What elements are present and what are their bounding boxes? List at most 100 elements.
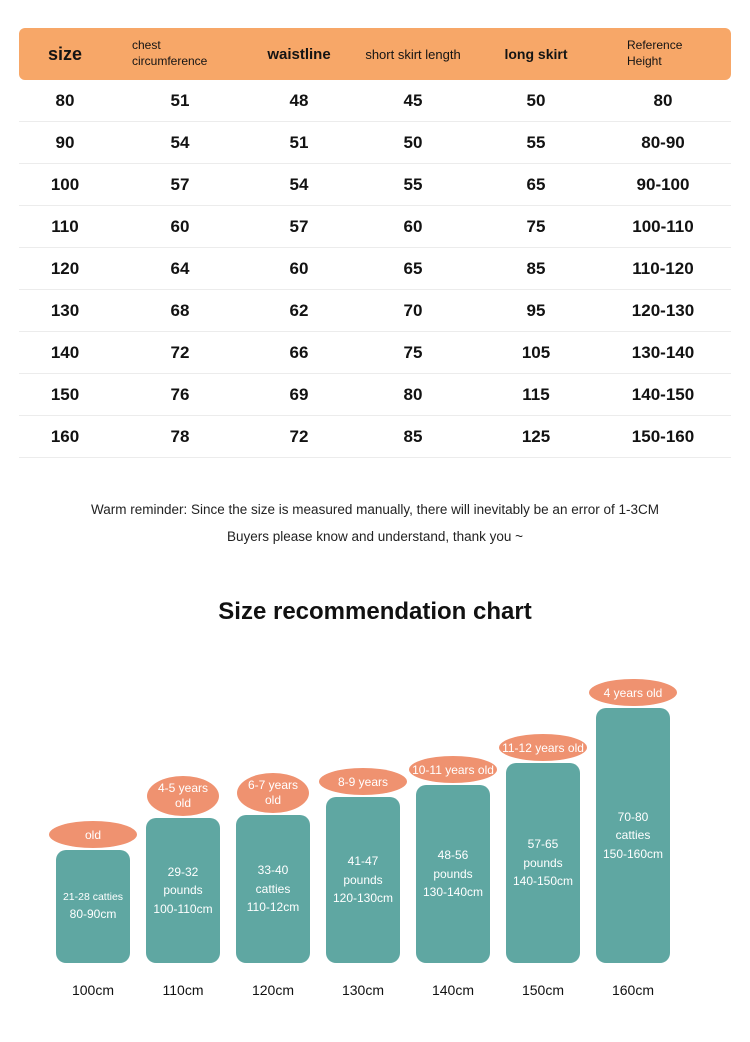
age-pill-line: old bbox=[84, 827, 101, 842]
table-cell: 90-100 bbox=[636, 174, 690, 194]
table-cell: 90 bbox=[55, 132, 75, 152]
table-row: 140 72 66 75 105 130-140 bbox=[19, 332, 731, 374]
table-header-cell: waistline bbox=[267, 45, 331, 63]
table-cell: 100 bbox=[50, 174, 80, 194]
table-cell: 72 bbox=[170, 342, 190, 362]
table-cell: 70 bbox=[403, 300, 423, 320]
table-row: 110 60 57 60 75 100-110 bbox=[19, 206, 731, 248]
bar-label-line: 120-130cm bbox=[332, 891, 394, 906]
bar-label-line: 57-65 bbox=[527, 837, 559, 852]
chart-bar: 21-28 catties 80-90cm bbox=[56, 850, 130, 963]
table-cell: 80 bbox=[653, 90, 673, 110]
size-table-body: 80 51 48 45 50 80 90 54 51 50 55 80-90 100 57 54 55 65 90… bbox=[19, 80, 731, 458]
bar-label-line: 33-40 bbox=[257, 863, 289, 878]
age-pill-line: 10-11 years old bbox=[412, 762, 494, 777]
chart-column: 29-32 pounds 100-110cm 4-5 years old bbox=[146, 658, 220, 963]
x-axis-label: 160cm bbox=[611, 982, 655, 998]
x-axis-label: 130cm bbox=[341, 982, 385, 998]
table-cell: 57 bbox=[289, 216, 309, 236]
table-cell: 64 bbox=[170, 258, 190, 278]
table-cell: 120-130 bbox=[631, 300, 695, 320]
age-pill: 6-7 years old bbox=[237, 773, 309, 813]
age-pill: 10-11 years old bbox=[409, 756, 497, 783]
table-cell: 45 bbox=[403, 90, 423, 110]
age-pill-line: old bbox=[174, 796, 191, 810]
table-header-cell: long skirt bbox=[504, 46, 568, 62]
chart-bar: 29-32 pounds 100-110cm bbox=[146, 818, 220, 963]
bar-label-line: pounds bbox=[343, 872, 383, 887]
chart-bar: 33-40 catties 110-12cm bbox=[236, 815, 310, 963]
chart-column: 41-47 pounds 120-130cm 8-9 years bbox=[319, 658, 407, 963]
table-row: 80 51 48 45 50 80 bbox=[19, 80, 731, 122]
bar-label-line: catties bbox=[615, 828, 651, 843]
table-cell: 150 bbox=[50, 384, 80, 404]
size-chart: 21-28 catties 80-90cm old 100cm 29-32 pounds 1… bbox=[48, 658, 708, 998]
warm-reminder: Warm reminder: Since the size is measure… bbox=[0, 496, 750, 550]
table-cell: 60 bbox=[170, 216, 190, 236]
table-cell: 48 bbox=[289, 90, 309, 110]
table-cell: 115 bbox=[522, 384, 550, 404]
table-cell: 95 bbox=[526, 300, 546, 320]
table-cell: 105 bbox=[521, 342, 551, 362]
age-pill-line: 8-9 years bbox=[337, 774, 389, 789]
table-cell: 78 bbox=[170, 426, 190, 446]
bar-label-line: 80-90cm bbox=[69, 907, 117, 922]
table-header-cell: Reference Height bbox=[627, 38, 683, 68]
age-pill: old bbox=[49, 821, 137, 848]
bar-label-line: 21-28 catties bbox=[62, 891, 124, 904]
table-row: 120 64 60 65 85 110-120 bbox=[19, 248, 731, 290]
table-cell: 68 bbox=[170, 300, 190, 320]
bar-label-line: 70-80 bbox=[617, 809, 649, 824]
age-pill: 11-12 years old bbox=[499, 734, 587, 761]
reminder-line-1: Warm reminder: Since the size is measure… bbox=[91, 502, 659, 517]
bar-label-line: pounds bbox=[523, 855, 563, 870]
table-cell: 80 bbox=[55, 90, 75, 110]
table-cell: 76 bbox=[170, 384, 190, 404]
table-cell: 62 bbox=[289, 300, 309, 320]
table-row: 130 68 62 70 95 120-130 bbox=[19, 290, 731, 332]
table-cell: 125 bbox=[521, 426, 551, 446]
table-cell: 50 bbox=[526, 90, 546, 110]
chart-title: Size recommendation chart bbox=[218, 598, 532, 625]
table-cell: 65 bbox=[403, 258, 423, 278]
reminder-line-2: Buyers please know and understand, thank… bbox=[226, 529, 524, 544]
age-pill-line: 11-12 years old bbox=[502, 740, 584, 755]
table-cell: 110-120 bbox=[632, 258, 694, 278]
bar-label-line: 110-12cm bbox=[246, 900, 300, 915]
chart-bar: 48-56 pounds 130-140cm bbox=[416, 785, 490, 963]
table-header-cell: chest circumference bbox=[132, 38, 208, 68]
table-header-cell: size bbox=[47, 43, 83, 64]
table-cell: 60 bbox=[403, 216, 423, 236]
table-row: 160 78 72 85 125 150-160 bbox=[19, 416, 731, 458]
table-cell: 100-110 bbox=[632, 216, 694, 236]
size-table-header-row: size chest circumference waistline short sk… bbox=[19, 28, 731, 80]
bar-label-line: 150-160cm bbox=[602, 846, 664, 861]
bar-label-line: 48-56 bbox=[437, 848, 469, 863]
table-cell: 140-150 bbox=[631, 384, 695, 404]
bar-label-line: 130-140cm bbox=[422, 885, 484, 900]
table-cell: 54 bbox=[289, 174, 309, 194]
chart-bar: 57-65 pounds 140-150cm bbox=[506, 763, 580, 963]
table-cell: 160 bbox=[50, 426, 80, 446]
table-cell: 150-160 bbox=[631, 426, 695, 446]
bar-label-line: 41-47 bbox=[347, 854, 379, 869]
chart-column: 48-56 pounds 130-140cm 10-11 years old bbox=[409, 658, 497, 963]
table-cell: 65 bbox=[526, 174, 546, 194]
table-cell: 69 bbox=[289, 384, 309, 404]
chart-column: 33-40 catties 110-12cm 6-7 years old bbox=[236, 658, 310, 963]
chart-bar: 41-47 pounds 120-130cm bbox=[326, 797, 400, 963]
table-cell: 85 bbox=[526, 258, 546, 278]
age-pill-line: 4 years old bbox=[603, 685, 663, 700]
table-cell: 66 bbox=[289, 342, 309, 362]
age-pill-line: 4-5 years bbox=[157, 781, 209, 795]
bar-label-line: pounds bbox=[163, 883, 203, 898]
table-cell: 110 bbox=[51, 216, 79, 236]
chart-column: 57-65 pounds 140-150cm 11-12 years old bbox=[499, 658, 587, 963]
table-cell: 55 bbox=[526, 132, 546, 152]
table-cell: 54 bbox=[170, 132, 190, 152]
bar-label-line: catties bbox=[255, 881, 291, 896]
table-row: 100 57 54 55 65 90-100 bbox=[19, 164, 731, 206]
chart-column: 21-28 catties 80-90cm old bbox=[49, 658, 137, 963]
table-cell: 51 bbox=[289, 132, 309, 152]
age-pill: 8-9 years bbox=[319, 768, 407, 795]
